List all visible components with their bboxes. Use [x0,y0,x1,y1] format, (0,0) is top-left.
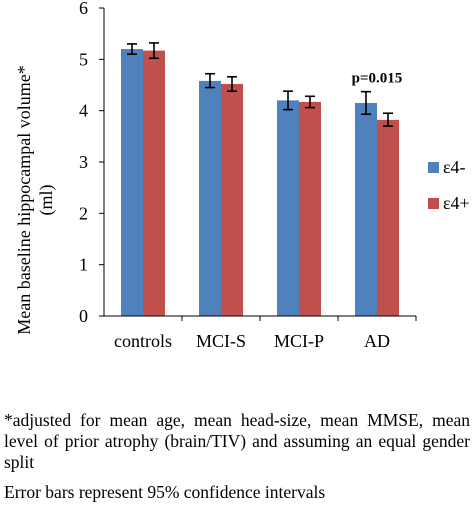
error-bar-MCI-P-series-2 [305,95,315,109]
x-tick-labels: controls MCI-S MCI-P AD [114,316,417,351]
x-tick-label: controls [114,331,172,351]
bar-AD-series-1 [355,102,377,316]
error-bar-AD-series-1 [361,90,371,116]
bar-AD-series-2 [377,119,399,316]
footnote-adjustment: *adjusted for mean age, mean head-size, … [4,410,470,472]
error-bar-MCI-P-series-1 [283,90,293,111]
legend-swatch-2 [428,198,439,209]
bar-MCI-S-series-1 [199,80,221,316]
error-bars [127,42,393,127]
y-tick-label: 6 [79,0,88,18]
legend-label-1: ε4- [443,157,466,177]
bar-MCI-P-series-1 [277,100,299,317]
y-tick-label: 0 [79,306,88,326]
y-axis-label-line1: Mean baseline hippocampal volume* [14,65,34,334]
y-tick-label: 1 [79,255,88,275]
y-tick-label: 4 [79,101,88,121]
legend-label-2: ε4+ [443,193,470,213]
bar-MCI-S-series-2 [221,83,243,317]
y-tick-label: 5 [79,49,88,69]
y-axis-label-line2: (ml) [36,185,57,216]
y-tick-labels: 0 1 2 3 4 5 6 [79,0,104,326]
x-tick-label: MCI-S [196,331,246,351]
x-tick-label: AD [364,331,390,351]
bars [121,49,399,317]
y-tick-label: 2 [79,203,88,223]
error-bar-controls-series-1 [127,43,137,56]
x-tick-label: MCI-P [274,331,324,351]
legend-swatch-1 [428,162,439,173]
y-tick-label: 3 [79,152,88,172]
p-value-annotation: p=0.015 [352,70,403,86]
error-bar-MCI-S-series-2 [227,75,237,92]
bar-MCI-P-series-2 [299,101,321,316]
bar-chart: Mean baseline hippocampal volume* (ml) 0… [14,0,470,351]
bar-controls-series-1 [121,49,143,317]
error-bar-MCI-S-series-1 [205,72,215,89]
footnote-error-bars: Error bars represent 95% confidence inte… [4,482,326,502]
bar-controls-series-2 [143,50,165,317]
y-axis-label: Mean baseline hippocampal volume* (ml) [14,65,57,334]
error-bar-AD-series-2 [383,112,393,127]
legend: ε4- ε4+ [428,157,470,213]
error-bar-controls-series-2 [149,42,159,60]
